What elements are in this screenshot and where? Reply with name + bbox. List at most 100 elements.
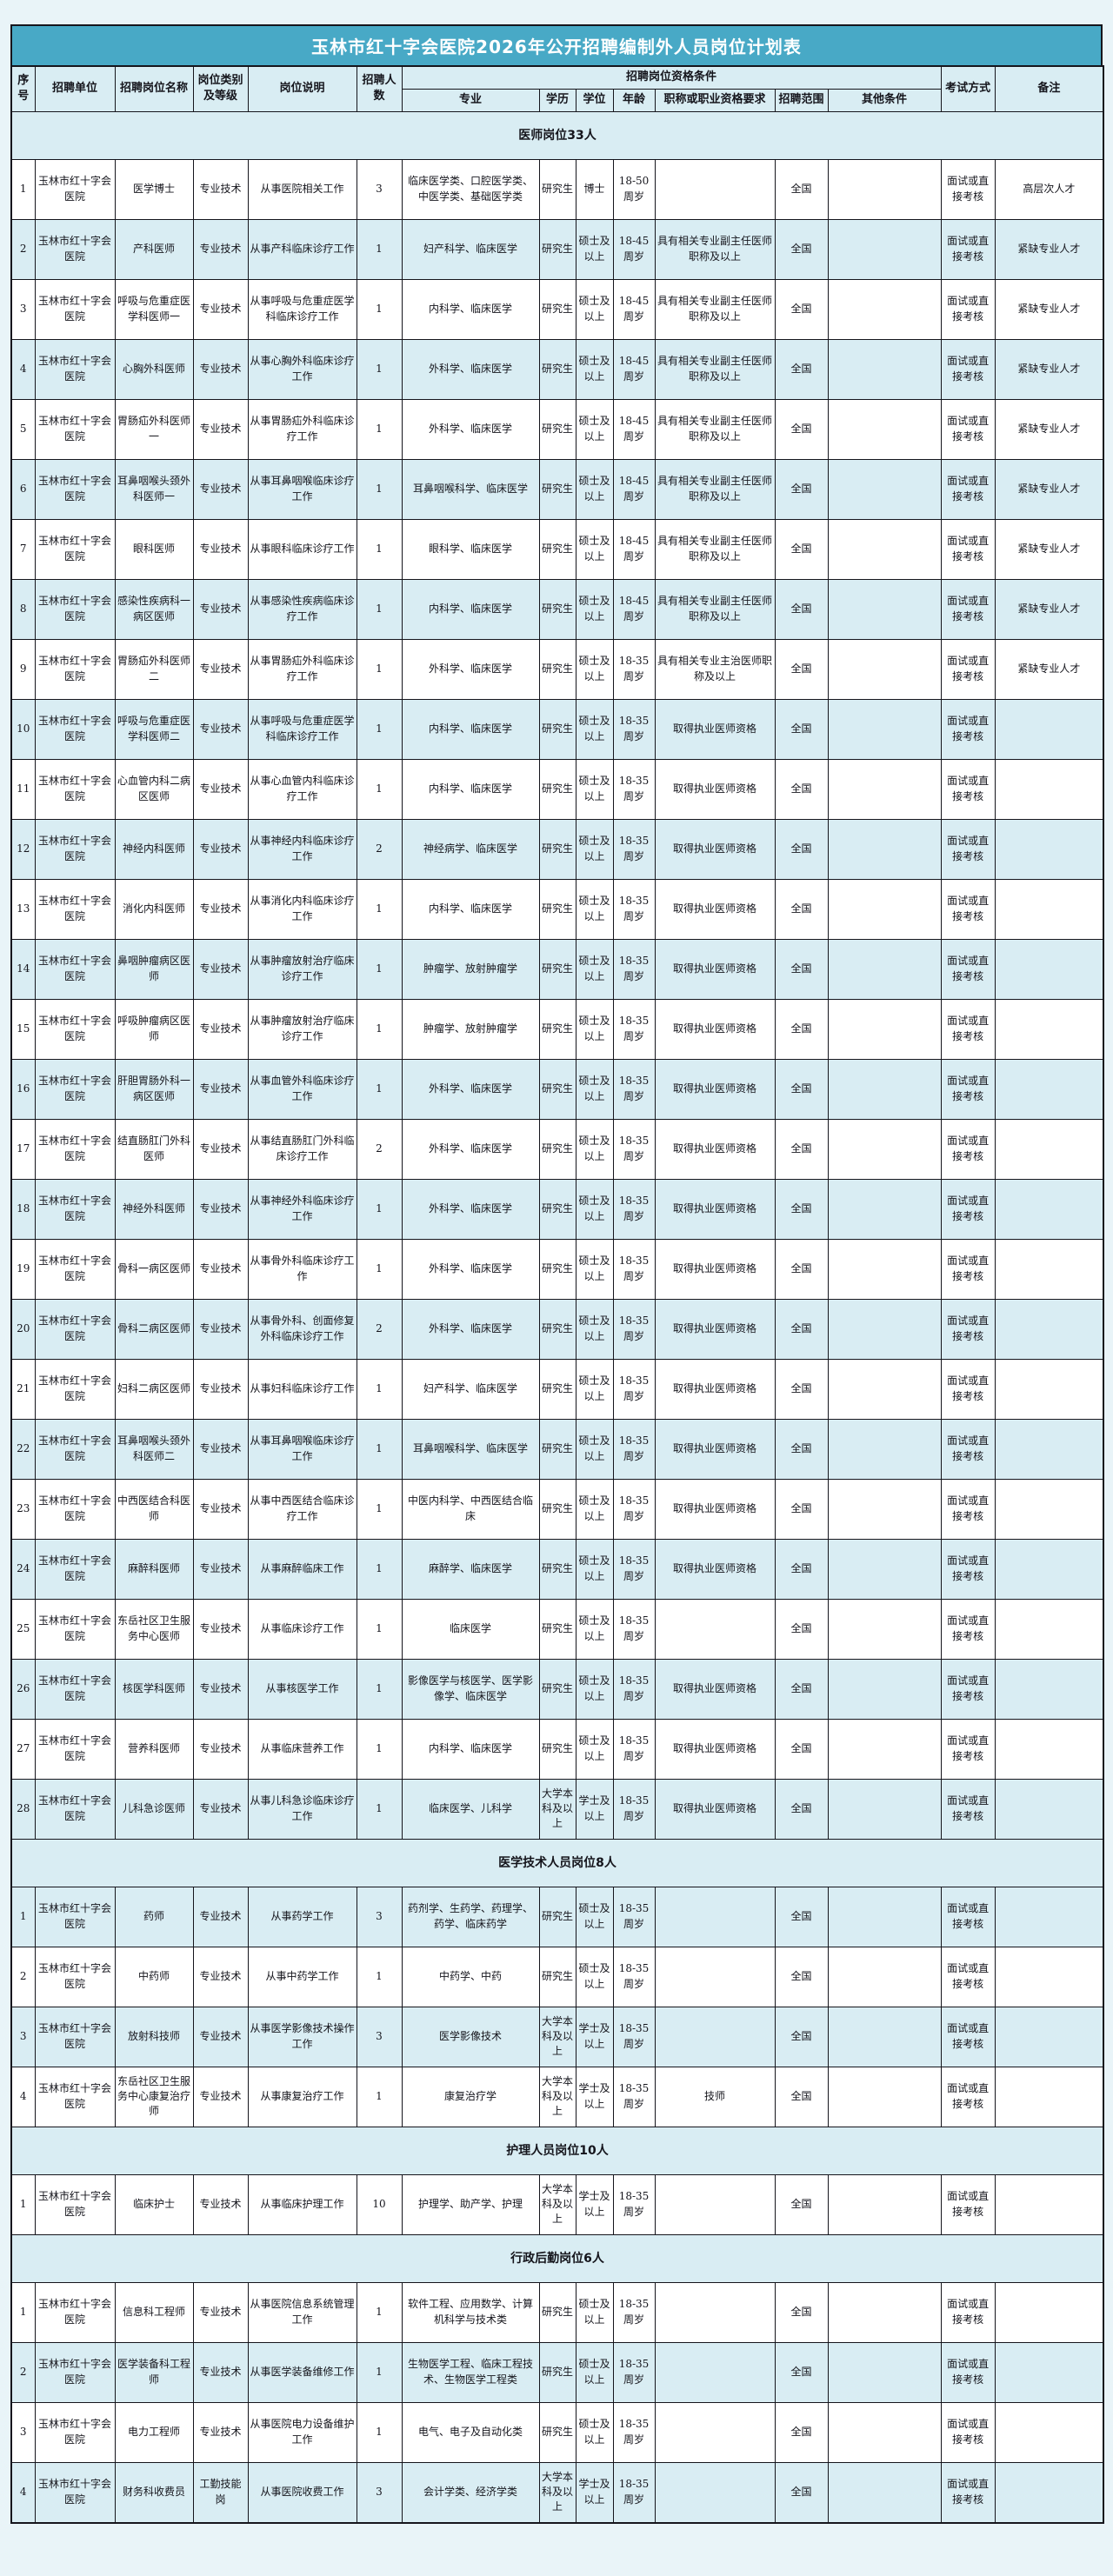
table-row: 1 玉林市红十字会医院 医学博士 专业技术 从事医院相关工作 3 临床医学类、口腔医学类、中… [10, 158, 1104, 220]
col-header-exam: 考试方式 [940, 65, 996, 112]
cell-degree: 硕士及以上 [575, 758, 614, 820]
cell-age: 18-45周岁 [612, 218, 656, 280]
cell-edu: 研究生 [538, 698, 576, 760]
cell-note: 紧缺专业人才 [994, 458, 1104, 520]
cell-note [994, 818, 1104, 880]
cell-major: 妇产科学、临床医学 [401, 1358, 540, 1420]
cell-no: 4 [10, 2461, 36, 2524]
cell-age: 18-45周岁 [612, 578, 656, 640]
table-row: 1 玉林市红十字会医院 信息科工程师 专业技术 从事医院信息系统管理工作 1 软件工程、应用… [10, 2281, 1104, 2343]
recruitment-table: 序号 招聘单位 招聘岗位名称 岗位类别及等级 岗位说明 招聘人数 招聘岗位资格条… [10, 65, 1105, 2524]
cell-age: 18-45周岁 [612, 518, 656, 580]
cell-edu: 大学本科及以上 [538, 2066, 576, 2127]
cell-title-req: 具有相关专业副主任医师职称及以上 [654, 398, 776, 460]
cell-category: 专业技术 [192, 1298, 249, 1360]
cell-no: 19 [10, 1238, 36, 1300]
cell-title-req: 取得执业医师资格 [654, 1298, 776, 1360]
cell-edu: 研究生 [538, 1418, 576, 1480]
cell-degree: 学士及以上 [575, 2006, 614, 2067]
cell-category: 专业技术 [192, 2341, 249, 2403]
cell-count: 1 [356, 518, 403, 580]
cell-exam: 面试或直接考核 [940, 1118, 996, 1180]
cell-other [827, 2006, 942, 2067]
section-heading: 护理人员岗位10人 [10, 2126, 1104, 2175]
cell-exam: 面试或直接考核 [940, 698, 996, 760]
cell-category: 专业技术 [192, 1538, 249, 1600]
cell-edu: 研究生 [538, 218, 576, 280]
cell-other [827, 1478, 942, 1540]
cell-no: 3 [10, 278, 36, 340]
cell-no: 13 [10, 878, 36, 940]
cell-count: 1 [356, 1718, 403, 1780]
cell-title-req: 具有相关专业副主任医师职称及以上 [654, 578, 776, 640]
cell-category: 专业技术 [192, 1658, 249, 1720]
cell-age: 18-35周岁 [612, 2006, 656, 2067]
cell-major: 电气、电子及自动化类 [401, 2401, 540, 2463]
cell-category: 专业技术 [192, 338, 249, 400]
cell-unit: 玉林市红十字会医院 [34, 758, 116, 820]
cell-other [827, 1718, 942, 1780]
cell-scope: 全国 [774, 998, 829, 1060]
cell-count: 1 [356, 1658, 403, 1720]
cell-unit: 玉林市红十字会医院 [34, 518, 116, 580]
cell-other [827, 818, 942, 880]
cell-edu: 研究生 [538, 1658, 576, 1720]
cell-degree: 硕士及以上 [575, 1418, 614, 1480]
cell-scope: 全国 [774, 1418, 829, 1480]
cell-age: 18-35周岁 [612, 1886, 656, 1947]
cell-edu: 研究生 [538, 1118, 576, 1180]
cell-category: 专业技术 [192, 458, 249, 520]
cell-count: 1 [356, 1538, 403, 1600]
cell-age: 18-35周岁 [612, 2401, 656, 2463]
cell-exam: 面试或直接考核 [940, 1358, 996, 1420]
cell-unit: 玉林市红十字会医院 [34, 1946, 116, 2007]
cell-other [827, 1118, 942, 1180]
cell-no: 2 [10, 2341, 36, 2403]
col-header-age: 年龄 [612, 88, 656, 112]
cell-note [994, 2461, 1104, 2524]
cell-category: 专业技术 [192, 1886, 249, 1947]
cell-note [994, 998, 1104, 1060]
cell-edu: 研究生 [538, 1298, 576, 1360]
cell-degree: 硕士及以上 [575, 818, 614, 880]
cell-edu: 大学本科及以上 [538, 2173, 576, 2235]
cell-note: 紧缺专业人才 [994, 218, 1104, 280]
cell-other [827, 2461, 942, 2524]
cell-scope: 全国 [774, 2281, 829, 2343]
cell-age: 18-35周岁 [612, 1118, 656, 1180]
cell-title-req: 具有相关专业副主任医师职称及以上 [654, 278, 776, 340]
cell-exam: 面试或直接考核 [940, 2006, 996, 2067]
cell-unit: 玉林市红十字会医院 [34, 2461, 116, 2524]
cell-exam: 面试或直接考核 [940, 1178, 996, 1240]
recruitment-plan-sheet: 玉林市红十字会医院2026年公开招聘编制外人员岗位计划表 序号 招聘单位 招聘岗… [10, 24, 1105, 2524]
cell-count: 1 [356, 698, 403, 760]
cell-count: 1 [356, 1778, 403, 1840]
cell-post: 胃肠疝外科医师二 [114, 638, 194, 700]
cell-no: 5 [10, 398, 36, 460]
table-row: 22 玉林市红十字会医院 耳鼻咽喉头颈外科医师二 专业技术 从事耳鼻咽喉临床诊疗工作 1 耳… [10, 1418, 1104, 1480]
cell-major: 临床医学类、口腔医学类、中医学类、基础医学类 [401, 158, 540, 220]
cell-exam: 面试或直接考核 [940, 1598, 996, 1660]
cell-age: 18-35周岁 [612, 1598, 656, 1660]
cell-post: 营养科医师 [114, 1718, 194, 1780]
cell-note [994, 1946, 1104, 2007]
table-row: 2 玉林市红十字会医院 医学装备科工程师 专业技术 从事医学装备维修工作 1 生物医学工程、… [10, 2341, 1104, 2403]
cell-category: 专业技术 [192, 878, 249, 940]
cell-desc: 从事感染性疾病临床诊疗工作 [247, 578, 357, 640]
cell-title-req [654, 2341, 776, 2403]
cell-category: 专业技术 [192, 218, 249, 280]
cell-other [827, 1778, 942, 1840]
section-heading: 医学技术人员岗位8人 [10, 1838, 1104, 1887]
cell-other [827, 398, 942, 460]
cell-count: 1 [356, 578, 403, 640]
cell-count: 1 [356, 218, 403, 280]
cell-title-req: 取得执业医师资格 [654, 998, 776, 1060]
cell-post: 耳鼻咽喉头颈外科医师二 [114, 1418, 194, 1480]
cell-title-req: 取得执业医师资格 [654, 1718, 776, 1780]
cell-scope: 全国 [774, 2401, 829, 2463]
cell-category: 专业技术 [192, 1118, 249, 1180]
col-header-edu: 学历 [538, 88, 576, 112]
cell-title-req: 取得执业医师资格 [654, 1358, 776, 1420]
cell-scope: 全国 [774, 338, 829, 400]
cell-age: 18-35周岁 [612, 1238, 656, 1300]
